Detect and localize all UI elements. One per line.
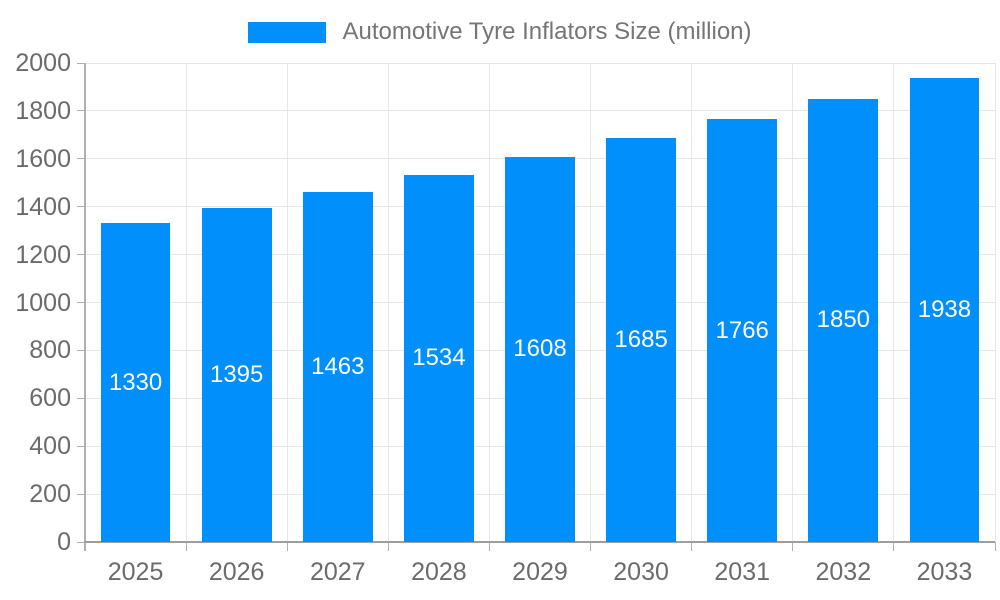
x-boundary-gridline [387, 63, 389, 542]
y-tick-mark [77, 493, 85, 495]
legend-swatch-icon [248, 21, 327, 43]
bar-value-label: 1330 [108, 368, 163, 396]
y-tick-mark [77, 302, 85, 303]
x-tick-mark [893, 542, 895, 551]
bar[interactable]: 1534 [404, 174, 474, 542]
x-boundary-gridline [691, 63, 693, 542]
x-boundary-gridline [893, 63, 895, 542]
x-tick-mark [691, 542, 693, 551]
bar-value-label: 1463 [311, 352, 365, 380]
bar-value-label: 1608 [513, 335, 567, 363]
bar[interactable]: 1463 [302, 191, 373, 542]
x-tick-mark [994, 542, 996, 551]
x-axis-tick-label: 2031 [714, 558, 771, 586]
y-axis-line [84, 63, 86, 551]
x-boundary-gridline [286, 63, 288, 542]
bar[interactable]: 1938 [909, 77, 980, 542]
legend-series-label: Automotive Tyre Inflators Size (million) [342, 18, 752, 45]
x-axis-tick-label: 2030 [613, 558, 669, 586]
x-tick-mark [286, 542, 288, 551]
y-tick-mark [77, 254, 85, 256]
bar[interactable]: 1608 [505, 156, 575, 542]
y-axis-tick-label: 800 [29, 336, 71, 365]
x-tick-mark [387, 542, 389, 551]
y-gridline [85, 110, 995, 112]
y-axis-tick-label: 400 [29, 432, 71, 461]
y-axis-tick-label: 600 [29, 384, 71, 413]
bar-value-label: 1534 [412, 344, 466, 372]
x-axis-line [84, 541, 995, 543]
y-axis-tick-label: 200 [29, 480, 71, 509]
bar-value-label: 1685 [614, 326, 668, 354]
y-tick-mark [77, 349, 85, 351]
x-tick-mark [590, 542, 592, 551]
x-axis-tick-label: 2033 [916, 558, 973, 586]
x-tick-mark [792, 542, 794, 551]
y-axis-tick-label: 1000 [15, 288, 71, 317]
y-tick-mark [77, 206, 85, 208]
x-tick-mark [488, 542, 490, 551]
y-tick-mark [77, 541, 85, 543]
x-axis-tick-label: 2028 [411, 558, 467, 586]
bar[interactable]: 1685 [606, 138, 676, 542]
y-axis-tick-label: 2000 [15, 49, 71, 77]
x-axis-tick-label: 2029 [512, 558, 568, 586]
x-axis-tick-label: 2027 [309, 558, 366, 586]
y-axis-tick-label: 1400 [15, 192, 71, 221]
bar-value-label: 1850 [816, 306, 871, 334]
x-boundary-gridline [792, 63, 794, 542]
y-gridline [85, 62, 995, 64]
y-tick-mark [77, 62, 85, 64]
bar[interactable]: 1395 [201, 207, 272, 542]
bar-value-label: 1766 [715, 316, 769, 344]
bar-value-label: 1938 [917, 295, 972, 323]
y-axis-tick-label: 1600 [15, 144, 71, 173]
bar[interactable]: 1766 [707, 119, 778, 542]
x-boundary-gridline [590, 63, 592, 542]
y-tick-mark [77, 397, 85, 399]
y-axis-tick-label: 1800 [15, 96, 71, 125]
y-tick-mark [77, 110, 85, 112]
x-axis-tick-label: 2026 [208, 558, 265, 586]
bar-value-label: 1395 [209, 360, 264, 388]
y-tick-mark [77, 158, 85, 160]
x-axis-tick-label: 2025 [107, 558, 164, 586]
bar[interactable]: 1330 [100, 223, 171, 542]
y-tick-mark [77, 445, 85, 447]
bar[interactable]: 1850 [808, 98, 879, 542]
chart-legend[interactable]: Automotive Tyre Inflators Size (million) [0, 18, 1000, 46]
y-axis-tick-label: 1200 [15, 240, 71, 269]
x-axis-tick-label: 2032 [815, 558, 872, 586]
x-tick-mark [185, 542, 187, 551]
x-boundary-gridline [994, 63, 996, 542]
x-boundary-gridline [185, 63, 187, 542]
x-boundary-gridline [488, 63, 490, 542]
y-axis-tick-label: 0 [57, 528, 71, 556]
